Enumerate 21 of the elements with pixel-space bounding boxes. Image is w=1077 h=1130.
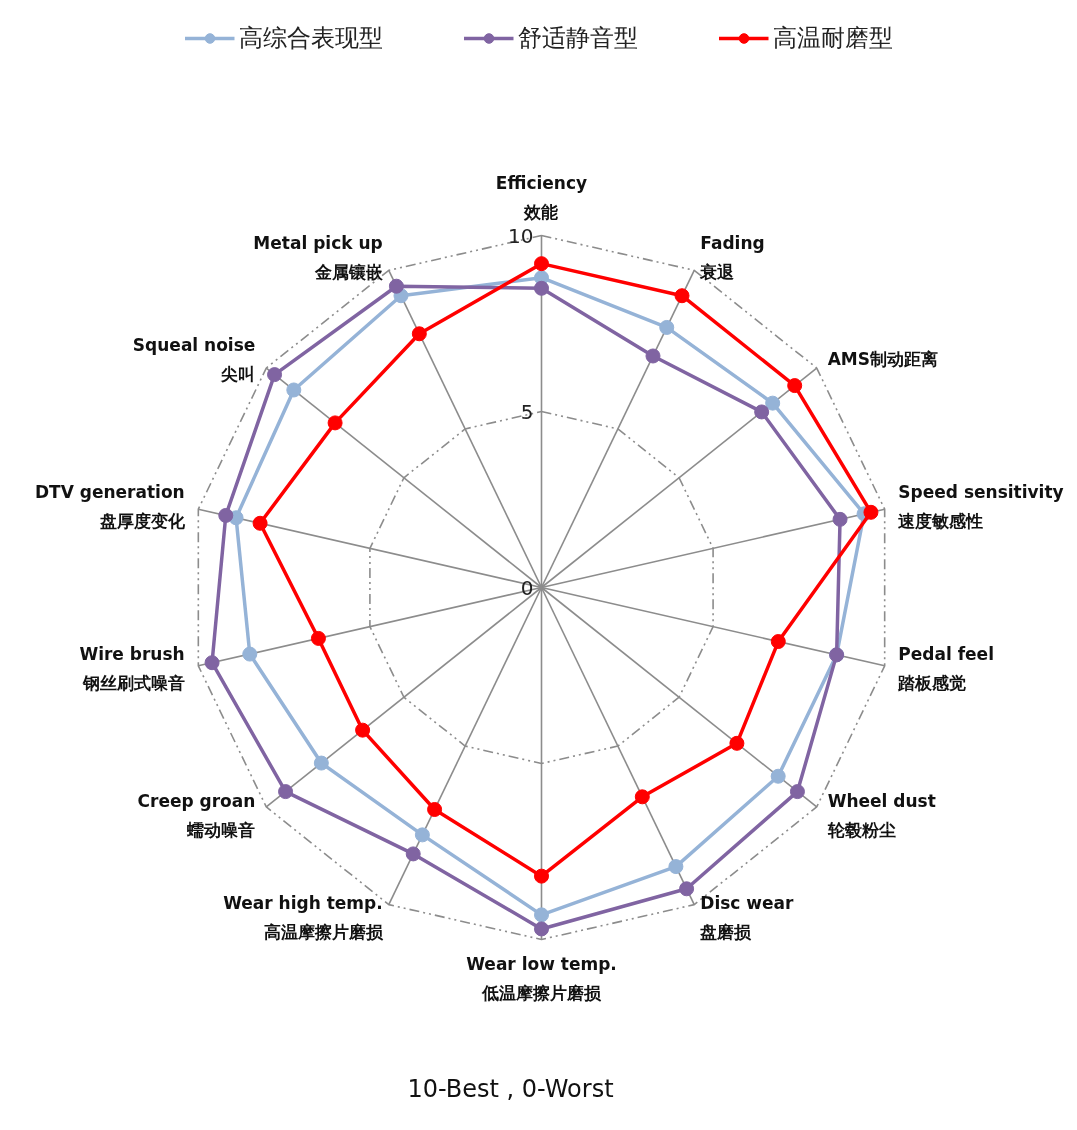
legend-label: 高温耐磨型 xyxy=(773,23,893,54)
legend-label: 舒适静音型 xyxy=(518,23,638,54)
spoke-label: Wear low temp. 低温摩擦片磨损 xyxy=(466,953,617,1003)
spoke-label: Creep groan 蠕动噪音 xyxy=(137,791,256,841)
spoke-label: Efficiency 效能 xyxy=(495,172,588,222)
y-tick-label: 10 xyxy=(508,223,534,248)
spoke-label: AMS制动距离 xyxy=(827,349,938,370)
spoke-label: Wheel dust 轮毂粉尘 xyxy=(826,791,936,841)
spoke-label: Wire brush 钢丝刷式噪音 xyxy=(79,644,185,694)
text: 10-Best , 0-Worst xyxy=(407,1074,614,1103)
legend-label: 高综合表现型 xyxy=(239,23,383,54)
spoke-label: Disc wear 盘磨损 xyxy=(699,892,795,942)
spoke-label: Metal pick up 金属镶嵌 xyxy=(253,233,384,283)
y-tick-label: 0 xyxy=(520,575,534,600)
spoke-label: Squeal noise 尖叫 xyxy=(132,334,256,384)
spoke-label: Speed sensitivity 速度敏感性 xyxy=(898,481,1064,531)
y-tick-label: 5 xyxy=(520,399,534,424)
spoke-label: DTV generation 盘厚度变化 xyxy=(34,481,186,531)
spoke-label: Pedal feel 踏板感觉 xyxy=(897,644,994,694)
spoke-label: Fading 衰退 xyxy=(699,233,765,283)
spoke-label: Wear high temp. 高温摩擦片磨损 xyxy=(223,892,384,942)
